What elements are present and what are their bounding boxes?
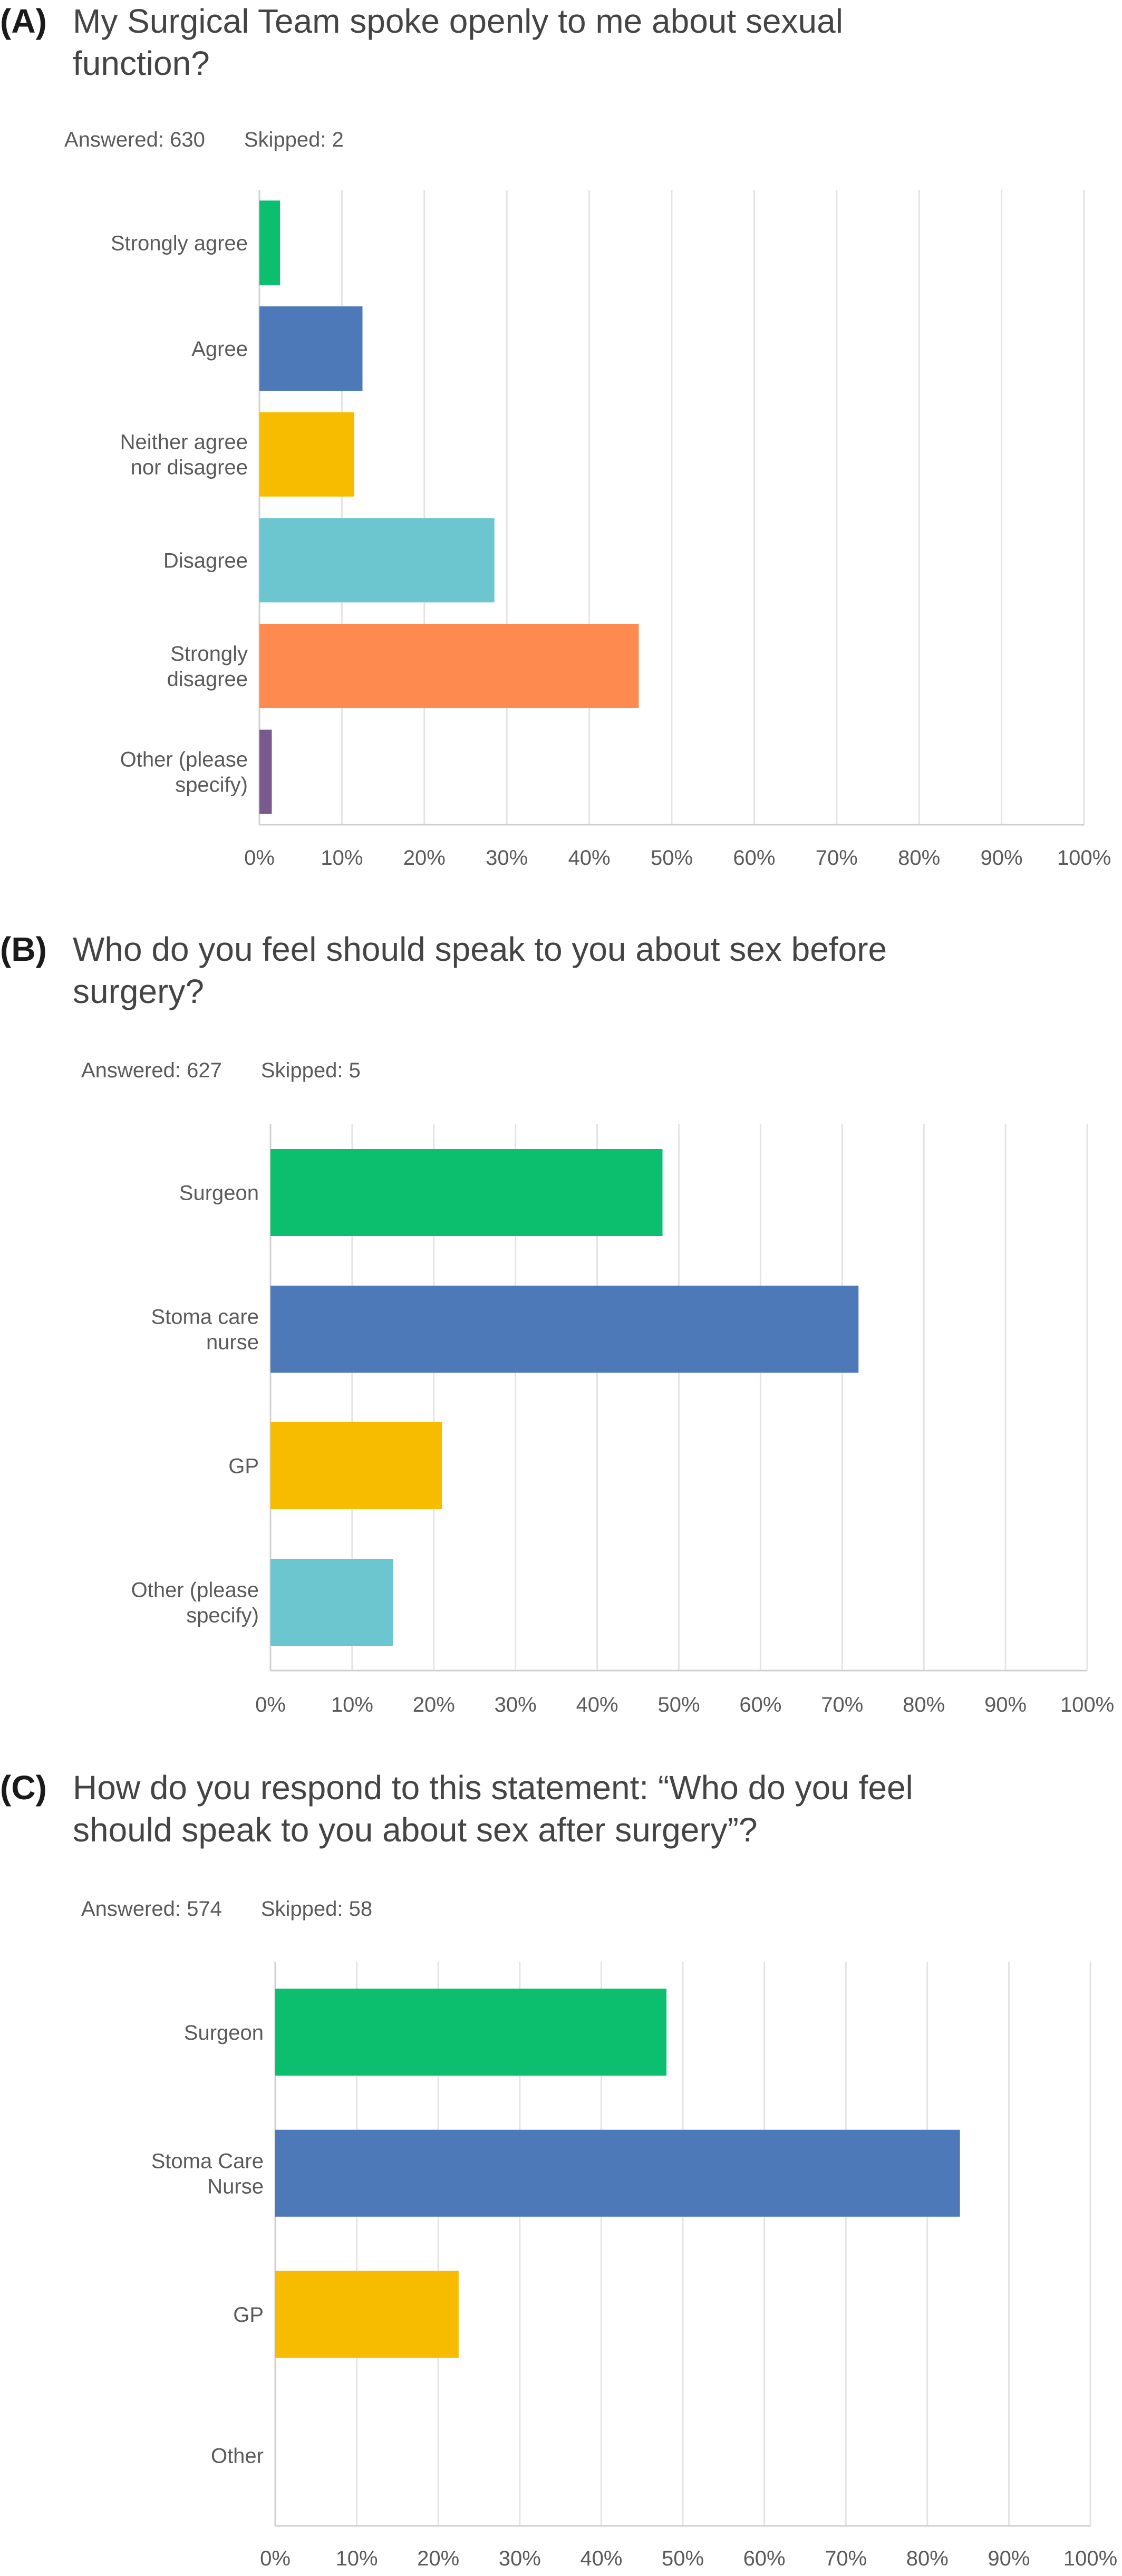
bar — [259, 412, 354, 497]
skipped-count: Skipped: 5 — [260, 1059, 361, 1082]
x-tick-label: 80% — [898, 846, 940, 870]
x-tick-label: 10% — [336, 2547, 378, 2570]
category-label: Other (please — [120, 748, 248, 771]
category-label: Strongly agree — [111, 231, 248, 255]
x-tick-label: 70% — [816, 846, 858, 870]
bar — [275, 2271, 459, 2358]
bar — [270, 1149, 663, 1236]
category-label: Disagree — [163, 549, 248, 572]
x-tick-label: 70% — [825, 2547, 867, 2570]
x-tick-label: 30% — [499, 2547, 541, 2570]
category-label: Agree — [191, 337, 248, 361]
question-line-2: surgery? — [73, 972, 204, 1010]
response-stats: Answered: 630 Skipped: 2 — [64, 127, 383, 153]
category-label: Surgeon — [179, 1182, 259, 1205]
x-tick-label: 0% — [255, 1693, 286, 1716]
category-label: Other — [211, 2444, 264, 2467]
panel-b: (B) Who do you feel should speak to you … — [0, 928, 1122, 1735]
x-tick-label: 100% — [1063, 2547, 1117, 2570]
question-line-1: How do you respond to this statement: “W… — [73, 1769, 913, 1807]
x-tick-label: 10% — [321, 846, 363, 870]
question-line-1: Who do you feel should speak to you abou… — [73, 930, 887, 968]
category-label: specify) — [175, 774, 248, 797]
bar — [275, 2129, 960, 2217]
category-label: GP — [233, 2303, 264, 2327]
question-title: How do you respond to this statement: “W… — [73, 1767, 969, 1851]
x-tick-label: 100% — [1060, 1693, 1114, 1716]
bar — [270, 1559, 393, 1646]
category-label: nurse — [206, 1331, 259, 1354]
x-tick-label: 60% — [733, 846, 775, 870]
category-label: Other (please — [131, 1579, 259, 1602]
x-tick-label: 90% — [981, 846, 1023, 870]
question-line-1: My Surgical Team spoke openly to me abou… — [73, 2, 843, 40]
x-tick-label: 50% — [651, 846, 693, 870]
x-tick-label: 40% — [568, 846, 611, 870]
x-tick-label: 10% — [331, 1693, 373, 1716]
bar — [259, 729, 272, 814]
answered-count: Answered: 627 — [81, 1059, 222, 1082]
question-line-2: function? — [73, 44, 210, 82]
panel-c: (C) How do you respond to this statement… — [0, 1767, 1122, 2576]
category-label: Nurse — [207, 2175, 264, 2198]
answered-count: Answered: 574 — [81, 1897, 222, 1921]
category-label: Stoma care — [151, 1306, 259, 1329]
skipped-count: Skipped: 2 — [244, 128, 344, 151]
x-tick-label: 40% — [580, 2547, 622, 2570]
panel-label: (C) — [0, 1769, 47, 1807]
bar — [275, 1989, 667, 2076]
category-label: disagree — [167, 668, 248, 691]
bar — [270, 1286, 859, 1373]
category-label: Surgeon — [184, 2021, 264, 2044]
x-tick-label: 80% — [903, 1693, 945, 1716]
x-tick-label: 50% — [662, 2547, 704, 2570]
category-label: Stoma Care — [151, 2149, 264, 2173]
x-tick-label: 90% — [988, 2547, 1030, 2570]
x-tick-label: 40% — [576, 1693, 618, 1716]
x-tick-label: 60% — [739, 1693, 781, 1716]
bar-chart-a: 0% 10% 20% 30% 40% 50% 60% 70% 80% 90% 100% Strongl… — [111, 190, 1111, 870]
bar — [259, 200, 280, 285]
category-label: specify) — [186, 1604, 259, 1627]
x-tick-label: 70% — [821, 1693, 863, 1716]
x-tick-label: 20% — [403, 846, 446, 870]
question-title: My Surgical Team spoke openly to me abou… — [73, 0, 969, 84]
x-tick-label: 50% — [657, 1693, 700, 1716]
answered-count: Answered: 630 — [64, 128, 205, 151]
bar — [259, 624, 639, 708]
x-tick-label: 30% — [486, 846, 528, 870]
x-tick-label: 100% — [1057, 846, 1111, 870]
bar — [270, 1422, 442, 1509]
x-tick-label: 20% — [413, 1693, 455, 1716]
category-label: GP — [228, 1455, 259, 1478]
question-line-2: should speak to you about sex after surg… — [73, 1811, 758, 1849]
question-title: Who do you feel should speak to you abou… — [73, 928, 969, 1012]
category-label: nor disagree — [131, 456, 248, 479]
category-label: Strongly — [170, 642, 248, 665]
x-tick-label: 80% — [906, 2547, 949, 2570]
bar — [259, 306, 363, 391]
bar-chart-b: 0% 10% 20% 30% 40% 50% 60% 70% 80% 90% 100% Surgeon… — [131, 1124, 1114, 1716]
response-stats: Answered: 627 Skipped: 5 — [81, 1057, 400, 1084]
x-tick-label: 30% — [495, 1693, 537, 1716]
x-tick-label: 90% — [984, 1693, 1027, 1716]
x-tick-label: 20% — [417, 2547, 459, 2570]
x-tick-label: 0% — [244, 846, 275, 870]
x-tick-label: 0% — [260, 2547, 291, 2570]
skipped-count: Skipped: 58 — [260, 1897, 373, 1921]
bar-chart-c: 0% 10% 20% 30% 40% 50% 60% 70% 80% 90% 100% Surgeon… — [151, 1962, 1117, 2570]
category-label: Neither agree — [120, 431, 248, 454]
x-tick-label: 60% — [743, 2547, 786, 2570]
bar — [259, 518, 495, 603]
response-stats: Answered: 574 Skipped: 58 — [81, 1896, 411, 1922]
panel-a: (A) My Surgical Team spoke openly to me … — [0, 0, 1122, 896]
panel-label: (B) — [0, 930, 47, 968]
panel-label: (A) — [0, 2, 47, 40]
